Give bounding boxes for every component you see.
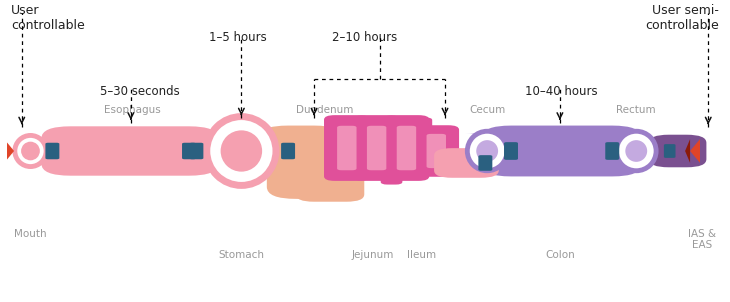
FancyBboxPatch shape xyxy=(189,143,204,159)
Polygon shape xyxy=(690,139,700,163)
FancyBboxPatch shape xyxy=(367,126,386,170)
Ellipse shape xyxy=(467,131,507,171)
Polygon shape xyxy=(7,143,14,159)
Text: 10–40 hours: 10–40 hours xyxy=(525,85,598,98)
Text: Esophagus: Esophagus xyxy=(104,105,161,115)
Text: Jejunum: Jejunum xyxy=(351,250,393,260)
FancyBboxPatch shape xyxy=(32,140,64,162)
Text: 5–30 seconds: 5–30 seconds xyxy=(99,85,180,98)
Ellipse shape xyxy=(207,117,276,185)
Polygon shape xyxy=(685,139,690,163)
Ellipse shape xyxy=(626,140,648,162)
FancyBboxPatch shape xyxy=(337,126,356,170)
Ellipse shape xyxy=(476,140,498,162)
FancyBboxPatch shape xyxy=(324,115,369,181)
FancyBboxPatch shape xyxy=(296,172,364,202)
FancyBboxPatch shape xyxy=(351,117,372,132)
FancyBboxPatch shape xyxy=(182,143,196,159)
FancyBboxPatch shape xyxy=(465,133,490,169)
Ellipse shape xyxy=(21,142,40,160)
Text: Cecum: Cecum xyxy=(469,105,505,115)
FancyBboxPatch shape xyxy=(426,134,446,168)
FancyBboxPatch shape xyxy=(482,126,642,176)
Text: Duodenum: Duodenum xyxy=(296,105,354,115)
FancyBboxPatch shape xyxy=(434,148,499,178)
FancyBboxPatch shape xyxy=(413,125,459,177)
FancyBboxPatch shape xyxy=(478,155,492,171)
FancyBboxPatch shape xyxy=(281,143,295,159)
Ellipse shape xyxy=(616,131,656,171)
FancyBboxPatch shape xyxy=(410,117,432,132)
FancyBboxPatch shape xyxy=(354,115,399,181)
Text: IAS &
EAS: IAS & EAS xyxy=(688,229,716,250)
Text: 1–5 hours: 1–5 hours xyxy=(209,31,266,44)
Ellipse shape xyxy=(15,135,46,167)
Text: User
controllable: User controllable xyxy=(11,5,85,32)
FancyBboxPatch shape xyxy=(605,142,619,160)
FancyBboxPatch shape xyxy=(267,139,361,199)
FancyBboxPatch shape xyxy=(172,130,234,172)
Text: Mouth: Mouth xyxy=(14,229,47,239)
Text: Ileum: Ileum xyxy=(407,250,437,260)
FancyBboxPatch shape xyxy=(384,115,429,181)
Text: Rectum: Rectum xyxy=(616,105,656,115)
FancyBboxPatch shape xyxy=(649,135,707,167)
FancyBboxPatch shape xyxy=(259,126,343,176)
Text: Colon: Colon xyxy=(545,250,575,260)
Text: Stomach: Stomach xyxy=(218,250,264,260)
FancyBboxPatch shape xyxy=(504,142,518,160)
FancyBboxPatch shape xyxy=(664,144,675,158)
Ellipse shape xyxy=(220,130,262,172)
Text: 2–10 hours: 2–10 hours xyxy=(332,31,398,44)
FancyBboxPatch shape xyxy=(381,170,402,185)
FancyBboxPatch shape xyxy=(396,126,416,170)
FancyBboxPatch shape xyxy=(42,126,218,176)
Text: User semi-
controllable: User semi- controllable xyxy=(645,5,719,32)
FancyBboxPatch shape xyxy=(45,143,59,159)
